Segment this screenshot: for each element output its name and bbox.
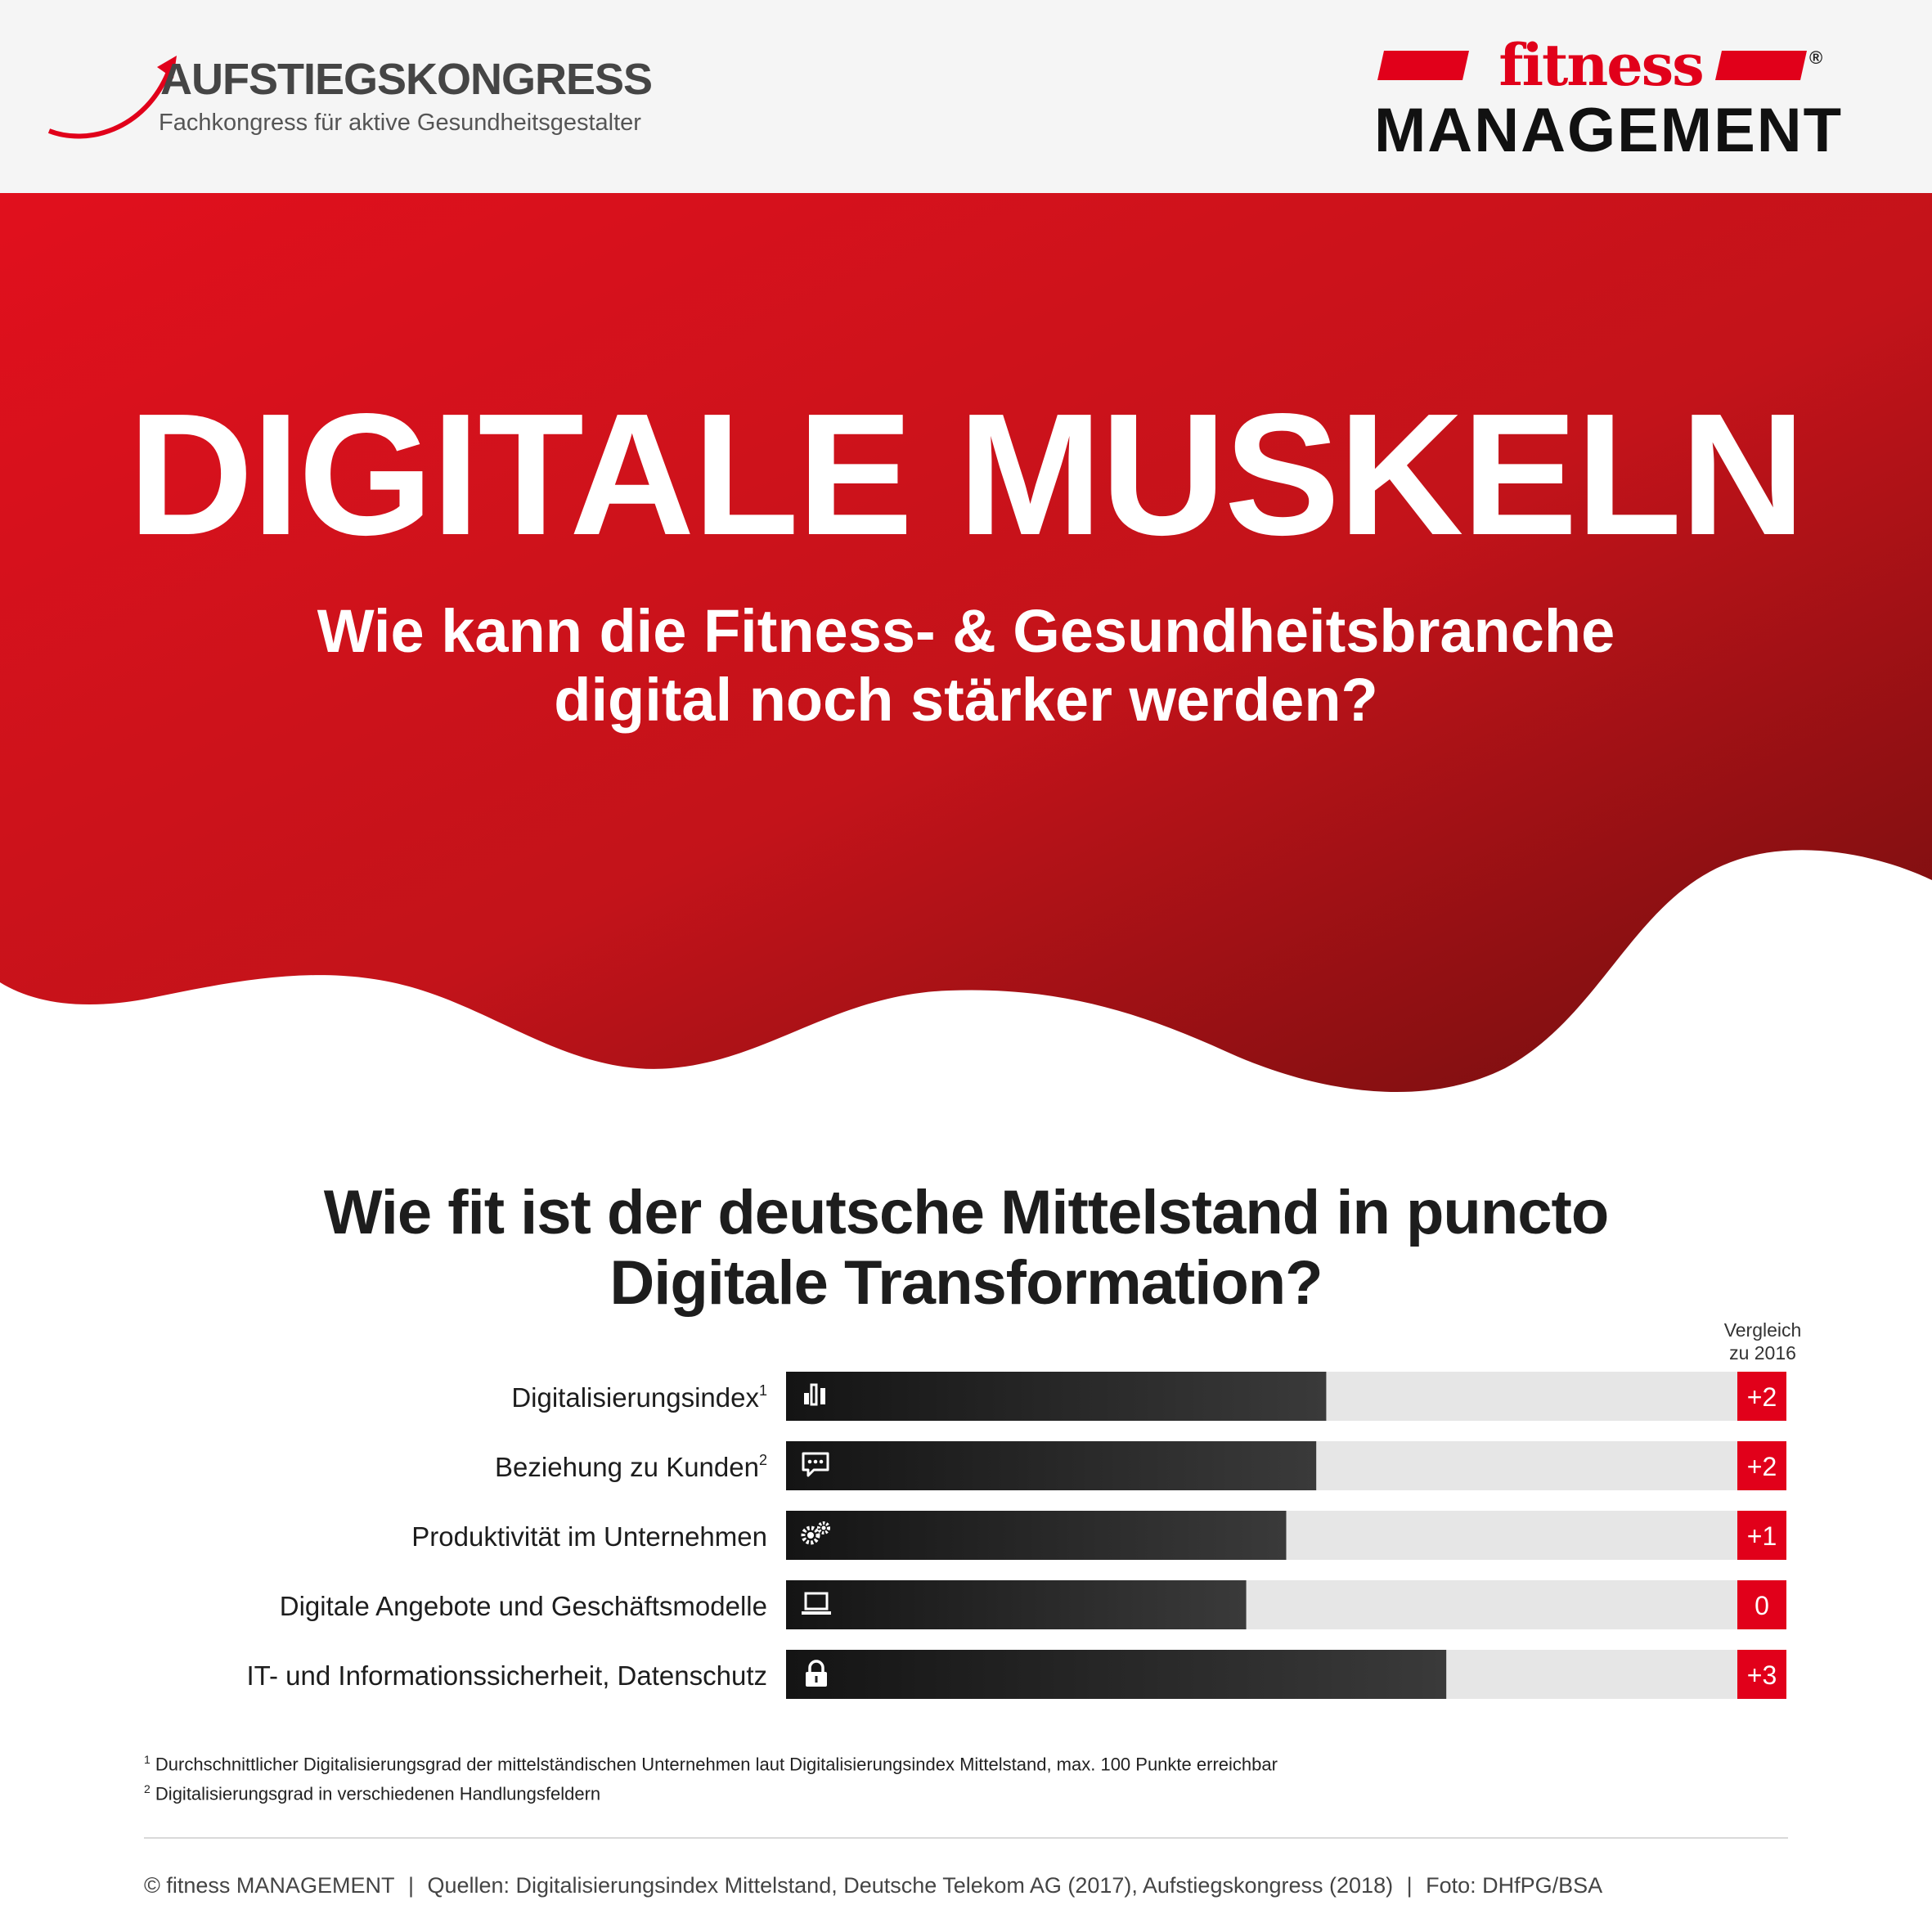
- bar: [786, 1580, 1247, 1629]
- chart-title: Wie fit ist der deutsche Mittelstand in …: [0, 1178, 1932, 1319]
- logo-stripe-right: [1715, 51, 1807, 80]
- logo-name: AUFSTIEGSKONGRESS: [160, 55, 653, 104]
- category-label-text: Digitalisierungsindex: [511, 1382, 759, 1413]
- compare-label-line2: zu 2016: [1729, 1342, 1796, 1364]
- gears-icon: [801, 1521, 830, 1545]
- logo-stripe-left: [1377, 51, 1469, 80]
- header-bar: AUFSTIEGSKONGRESS Fachkongress für aktiv…: [0, 0, 1932, 193]
- footnotes: 1 Durchschnittlicher Digitalisierungsgra…: [144, 1747, 1278, 1807]
- chart-row: Produktivität im Unternehmen +1: [411, 1511, 1786, 1560]
- chart-row: Digitale Angebote und Geschäftsmodelle 0: [280, 1580, 1786, 1629]
- category-label: Digitalisierungsindex1: [511, 1382, 767, 1413]
- lock-icon: [806, 1660, 827, 1687]
- bar-chart-icon: [804, 1383, 825, 1406]
- footnote-1: 1 Durchschnittlicher Digitalisierungsgra…: [144, 1747, 1278, 1777]
- category-label-text: Produktivität im Unternehmen: [411, 1521, 767, 1552]
- category-label: Digitale Angebote und Geschäftsmodelle: [280, 1591, 767, 1621]
- change-value: +2: [1747, 1382, 1777, 1412]
- footnote-2: 2 Digitalisierungsgrad in verschiedenen …: [144, 1777, 1278, 1806]
- hero-wave-background: [0, 193, 1932, 1092]
- category-label: Produktivität im Unternehmen: [411, 1521, 767, 1552]
- footnote-1-text: Durchschnittlicher Digitalisierungsgrad …: [155, 1754, 1278, 1775]
- footer-separator: |: [407, 1873, 414, 1898]
- category-label-text: IT- und Informationssicherheit, Datensch…: [247, 1660, 767, 1691]
- change-value: +2: [1747, 1452, 1777, 1481]
- hero-title: DIGITALE MUSKELN: [128, 377, 1806, 571]
- compare-column-header: Vergleich zu 2016: [1685, 1319, 1840, 1364]
- logo-fitness-word: fitness: [1498, 31, 1704, 99]
- aufstiegskongress-logo: AUFSTIEGSKONGRESS Fachkongress für aktiv…: [46, 49, 653, 147]
- logo-tagline: Fachkongress für aktive Gesundheitsgesta…: [159, 110, 641, 136]
- chart-title-line1: Wie fit ist der deutsche Mittelstand in …: [323, 1178, 1610, 1247]
- change-value: +1: [1747, 1521, 1777, 1551]
- chart-title-line2: Digitale Transformation?: [609, 1248, 1323, 1318]
- change-badge: [1737, 1650, 1786, 1699]
- category-label: Beziehung zu Kunden2: [495, 1452, 767, 1482]
- bar: [786, 1441, 1317, 1490]
- chat-bubble-icon: [802, 1452, 829, 1477]
- logo-management-word: MANAGEMENT: [1374, 96, 1844, 165]
- bar: [786, 1372, 1327, 1421]
- compare-label-line1: Vergleich: [1723, 1319, 1802, 1341]
- hero-banner: [0, 193, 1932, 1126]
- footer-divider: [144, 1837, 1788, 1839]
- change-badge: [1737, 1372, 1786, 1421]
- hero-subtitle-line1: Wie kann die Fitness- & Gesundheitsbranc…: [317, 597, 1615, 665]
- hero-subtitle: Wie kann die Fitness- & Gesundheitsbranc…: [0, 597, 1932, 735]
- bar: [786, 1650, 1447, 1699]
- change-value: +3: [1747, 1660, 1777, 1690]
- fitness-management-logo: fitness ® MANAGEMENT: [1374, 31, 1844, 165]
- footer-sources: Quellen: Digitalisierungsindex Mittelsta…: [427, 1873, 1394, 1898]
- change-badge: [1737, 1580, 1786, 1629]
- change-badge: [1737, 1511, 1786, 1560]
- footer-copyright: © fitness MANAGEMENT: [144, 1873, 395, 1898]
- hero-subtitle-line2: digital noch stärker werden?: [554, 666, 1378, 734]
- chart-row: IT- und Informationssicherheit, Datensch…: [247, 1650, 1786, 1699]
- chart-row: Beziehung zu Kunden2 +2: [495, 1441, 1786, 1490]
- laptop-icon: [802, 1592, 831, 1615]
- category-label: IT- und Informationssicherheit, Datensch…: [247, 1660, 767, 1691]
- change-value: 0: [1755, 1591, 1769, 1620]
- change-badge: [1737, 1441, 1786, 1490]
- footnote-2-mark: 2: [144, 1782, 151, 1796]
- category-footnote-mark: 2: [759, 1452, 767, 1468]
- footnote-1-mark: 1: [144, 1753, 151, 1766]
- registered-mark: ®: [1809, 47, 1823, 68]
- category-footnote-mark: 1: [759, 1382, 767, 1399]
- footer-photo-credit: Foto: DHfPG/BSA: [1426, 1873, 1603, 1898]
- footer-separator: |: [1406, 1873, 1413, 1898]
- swoosh-arrow-icon: [47, 56, 177, 139]
- chart-row: Digitalisierungsindex1 +2: [511, 1372, 1786, 1421]
- category-label-text: Digitale Angebote und Geschäftsmodelle: [280, 1591, 767, 1621]
- bar: [786, 1511, 1287, 1560]
- footnote-2-text: Digitalisierungsgrad in verschiedenen Ha…: [155, 1783, 601, 1804]
- category-label-text: Beziehung zu Kunden: [495, 1452, 759, 1482]
- footer: © fitness MANAGEMENT | Quellen: Digitalisi…: [144, 1873, 1602, 1898]
